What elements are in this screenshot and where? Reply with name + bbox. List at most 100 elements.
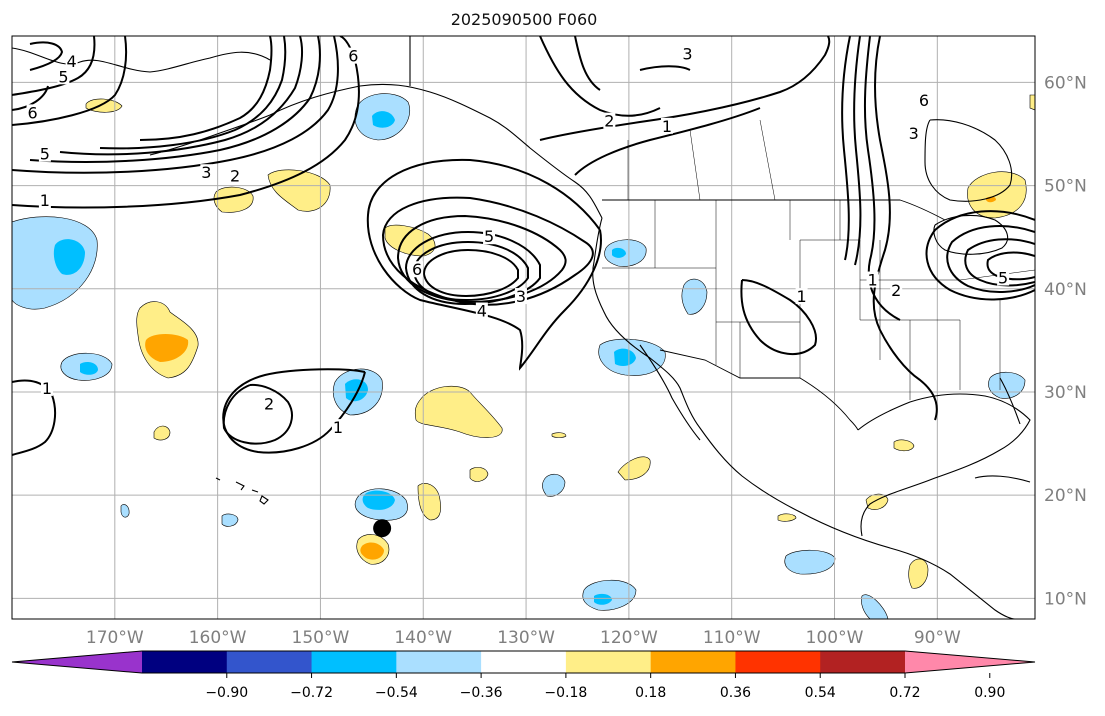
lon-label-7: 100°W — [806, 628, 864, 648]
contour-ne-low-4 — [986, 251, 1035, 281]
lat-label-2: 30°N — [1044, 383, 1087, 403]
coastline-siberia — [12, 47, 271, 73]
longitude-tick-labels: 170°W 160°W 150°W 140°W 130°W 120°W 110°W 100°W… — [86, 628, 961, 648]
colorbar-outline — [11, 650, 1036, 674]
lon-label-2: 150°W — [292, 628, 350, 648]
colorbar-segment-3 — [396, 651, 482, 673]
contour-label-bg-9 — [411, 261, 424, 278]
contour-label-bg-8 — [483, 228, 496, 245]
contour-label-bg-17 — [331, 419, 344, 436]
contour-label-bg-3 — [38, 145, 51, 162]
colorbar-label-1: −0.72 — [290, 685, 333, 701]
contour-label-bg-10 — [475, 302, 488, 319]
border-us-canada — [602, 199, 946, 221]
shade-positive-mexico-off — [617, 456, 651, 481]
border-us-mexico — [659, 349, 859, 431]
shade-neg-core-baja — [614, 348, 636, 366]
contour-offshore-low-1 — [366, 158, 602, 371]
contour-label-bg-1 — [57, 68, 70, 85]
colorbar-segment-2 — [311, 651, 397, 673]
contour-label-bg-16 — [263, 395, 276, 412]
shade-negative-se — [861, 594, 889, 619]
location-marker — [373, 519, 392, 538]
colorbar-segment-7 — [735, 651, 821, 673]
colorbar-label-4: −0.18 — [544, 685, 587, 701]
contour-label-bg-13 — [660, 117, 673, 134]
lon-label-3: 140°W — [394, 628, 452, 648]
lat-label-4: 50°N — [1044, 177, 1087, 197]
figure-title: 2025090500 F060 — [451, 10, 598, 29]
lon-label-4: 130°W — [497, 628, 555, 648]
shade-positive-small-c — [551, 432, 567, 438]
colorbar-low-extend — [12, 651, 142, 673]
contour-label-bg-20 — [907, 125, 920, 142]
contour-nw-2 — [12, 36, 128, 126]
contour-label-6: 1 — [40, 191, 50, 210]
contour-label-bg-4 — [200, 164, 213, 181]
colorbar-label-0: −0.90 — [205, 685, 248, 701]
contour-label-bg-22 — [890, 281, 903, 298]
contour-label-0: 4 — [67, 52, 77, 71]
shade-neg-core-subtrop-a — [80, 362, 98, 375]
contour-label-17: 1 — [333, 418, 343, 437]
contour-label-bg-2 — [26, 104, 39, 121]
contour-west-pac-2 — [12, 36, 339, 174]
shade-negative-nevada — [681, 278, 708, 315]
contour-label-3: 5 — [40, 145, 50, 164]
contour-label-bg-6 — [38, 192, 51, 209]
shade-positive-mex-coast — [777, 513, 797, 522]
contour-label-bg-21 — [866, 271, 879, 288]
contour-label-bg-0 — [65, 52, 78, 69]
contour-offshore-low-2 — [381, 196, 594, 306]
colorbar-segment-8 — [820, 651, 906, 673]
coastline-great-lakes — [933, 214, 1009, 255]
contour-west-pac-6 — [139, 36, 273, 141]
coastline-hudson-bay — [924, 119, 1013, 202]
contour-label-12: 2 — [604, 112, 614, 131]
coastline-cuba — [974, 475, 1031, 483]
colorbar-label-3: −0.36 — [460, 685, 503, 701]
contour-canada-4 — [574, 36, 601, 91]
contour-canada-2 — [574, 107, 761, 176]
shade-negative-isle-2 — [120, 504, 130, 518]
lat-label-3: 40°N — [1044, 280, 1087, 300]
contour-label-18: 1 — [42, 379, 52, 398]
contour-label-bg-12 — [603, 112, 616, 129]
colorbar-segment-1 — [226, 651, 313, 673]
shade-positive-core-west — [145, 334, 189, 362]
lat-label-5: 60°N — [1044, 73, 1087, 93]
contour-label-15: 1 — [797, 287, 807, 306]
shade-positive-central-pac — [414, 385, 503, 438]
coastline-alaska — [269, 83, 603, 219]
lat-label-1: 20°N — [1044, 486, 1087, 506]
contour-label-4: 3 — [201, 163, 211, 182]
contour-label-10: 4 — [477, 302, 487, 321]
contour-label-7: 6 — [348, 47, 358, 66]
colorbar-label-8: 0.72 — [889, 685, 920, 701]
lon-label-8: 90°W — [914, 628, 961, 648]
coastline-us-west — [592, 217, 1016, 619]
colorbar-label-2: −0.54 — [375, 685, 418, 701]
contour-west-pac-4 — [59, 36, 304, 156]
contour-subtropic-2 — [222, 383, 293, 445]
colorbar-segment-5 — [565, 651, 652, 673]
contour-west-pac-3 — [29, 36, 321, 163]
contour-label-13: 1 — [662, 117, 672, 136]
shade-positive-gulf-mex — [893, 439, 915, 452]
contour-label-bg-23 — [997, 269, 1010, 286]
shade-neg-core-subtrop-b — [345, 379, 368, 402]
contour-canada-5 — [639, 65, 691, 71]
coastline-baja — [639, 344, 701, 441]
contour-east-3 — [853, 36, 862, 266]
contour-label-bg-5 — [229, 167, 242, 184]
contour-label-19: 6 — [919, 91, 929, 110]
colorbar-label-7: 0.54 — [805, 685, 836, 701]
contour-label-16: 2 — [264, 394, 274, 413]
coastline-gulf-mexico — [857, 393, 1031, 537]
shade-positive-small-a — [153, 425, 171, 441]
shade-neg-core-west — [53, 239, 85, 275]
contour-label-bg-7 — [347, 47, 360, 64]
contour-label-21: 1 — [867, 271, 877, 290]
